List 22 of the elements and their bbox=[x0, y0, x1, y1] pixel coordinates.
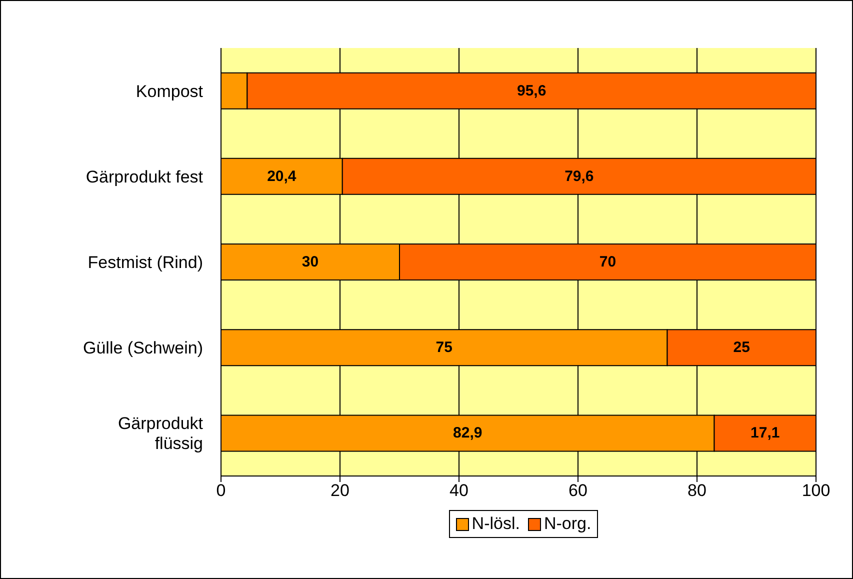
y-tick-label: Gärprodukt flüssig bbox=[118, 414, 204, 453]
legend-label: N-lösl. bbox=[470, 514, 520, 534]
x-tick-label: 100 bbox=[802, 481, 830, 500]
data-label: 70 bbox=[599, 254, 616, 271]
x-tick-label: 60 bbox=[568, 481, 588, 500]
data-label: 17,1 bbox=[750, 424, 780, 442]
x-tick-label: 40 bbox=[450, 481, 468, 500]
y-tick-label: Gärprodukt fest bbox=[86, 166, 204, 186]
legend-label: N-org. bbox=[542, 514, 592, 534]
data-label: 95,6 bbox=[516, 82, 546, 100]
data-label: 30 bbox=[302, 254, 319, 271]
data-label: 20,4 bbox=[267, 168, 297, 185]
x-tick-label: 20 bbox=[330, 481, 350, 500]
data-label: 75 bbox=[436, 339, 452, 356]
data-label: 82,9 bbox=[453, 424, 482, 442]
y-tick-label: Festmist (Rind) bbox=[88, 252, 203, 272]
y-tick-label: Kompost bbox=[136, 81, 204, 100]
data-label: 25 bbox=[733, 339, 750, 356]
data-label: 79,6 bbox=[564, 168, 594, 185]
y-tick-label: Gülle (Schwein) bbox=[83, 338, 203, 358]
x-tick-label: 0 bbox=[216, 481, 226, 500]
x-tick-label: 80 bbox=[688, 481, 706, 500]
